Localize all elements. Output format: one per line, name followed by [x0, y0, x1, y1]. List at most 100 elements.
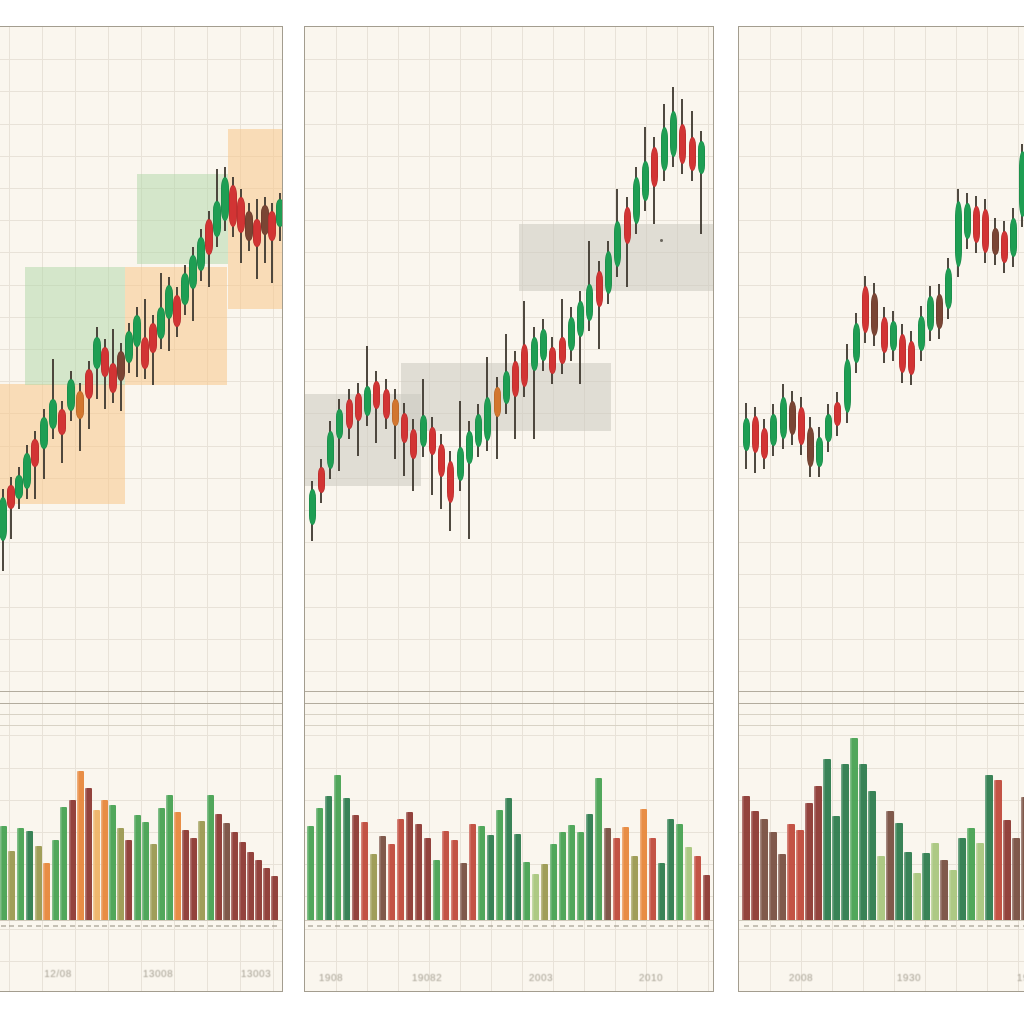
candle: [824, 414, 832, 442]
candle: [870, 293, 878, 336]
candle: [372, 381, 380, 409]
volume-tick-dash: [109, 925, 115, 927]
volume-tick-dash: [0, 925, 6, 927]
candle-wick: [431, 417, 433, 495]
candle: [133, 315, 141, 347]
gridline-horizontal: [305, 59, 713, 61]
candle: [907, 341, 915, 375]
volume-bar: [486, 835, 494, 920]
candle: [101, 347, 109, 377]
volume-bar: [351, 815, 359, 920]
candle: [797, 407, 805, 445]
gridline-horizontal: [739, 155, 1024, 157]
candle: [779, 397, 787, 439]
candle: [419, 415, 427, 447]
candle: [189, 255, 197, 289]
candle: [157, 307, 165, 339]
gridline-vertical: [240, 27, 241, 991]
volume-tick-dash: [914, 925, 920, 927]
x-axis-label: 1930: [896, 973, 922, 984]
gridline-horizontal: [305, 960, 713, 962]
candle: [558, 337, 566, 364]
section-divider-line: [739, 691, 1024, 692]
volume-tick-dash: [415, 925, 421, 927]
volume-bar: [787, 824, 795, 920]
candle: [502, 371, 510, 404]
candle: [117, 351, 125, 381]
candle: [49, 399, 57, 429]
candle: [650, 147, 658, 187]
candle: [1009, 218, 1017, 257]
volume-tick-dash: [325, 925, 331, 927]
volume-tick-dash: [905, 925, 911, 927]
volume-tick-dash: [271, 925, 277, 927]
gridline-horizontal: [739, 799, 1024, 801]
candle: [623, 207, 631, 244]
chart-panel-1: 12/08 13008 13003: [0, 26, 283, 992]
gridline-horizontal: [305, 477, 713, 479]
volume-bar: [621, 827, 629, 920]
volume-bar: [1021, 797, 1024, 920]
volume-tick-dash: [950, 925, 956, 927]
volume-bar: [25, 831, 33, 920]
volume-bar: [342, 798, 350, 920]
gridline-horizontal: [0, 542, 282, 544]
section-divider-line: [739, 714, 1024, 715]
volume-bar: [7, 851, 15, 920]
volume-bar: [886, 811, 894, 920]
gridline-horizontal: [739, 928, 1024, 930]
gridline-vertical: [75, 27, 76, 991]
section-divider-line: [0, 691, 282, 692]
candle: [530, 337, 538, 371]
volume-tick-dash: [255, 925, 261, 927]
volume-baseline: [305, 920, 713, 921]
candle: [149, 323, 157, 353]
gridline-vertical: [832, 27, 833, 991]
candle: [678, 124, 686, 164]
gridline-horizontal: [739, 59, 1024, 61]
candle: [308, 489, 316, 525]
candle: [428, 427, 436, 455]
candle: [345, 399, 353, 429]
volume-bar: [567, 825, 575, 920]
gridline-vertical: [708, 27, 709, 991]
volume-tick-dash: [433, 925, 439, 927]
volume-tick-dash: [8, 925, 14, 927]
candle: [409, 429, 417, 459]
gridline-horizontal: [739, 638, 1024, 640]
volume-bar: [133, 815, 141, 920]
volume-tick-dash: [239, 925, 245, 927]
volume-bar: [414, 824, 422, 920]
gridline-horizontal: [739, 671, 1024, 672]
volume-bar: [16, 828, 24, 920]
volume-bar: [0, 826, 7, 920]
volume-tick-dash: [932, 925, 938, 927]
gridline-horizontal: [739, 542, 1024, 544]
candle: [889, 321, 897, 351]
volume-bar: [222, 823, 230, 920]
volume-tick-dash: [986, 925, 992, 927]
volume-bar: [841, 764, 849, 920]
gridline-vertical: [956, 27, 957, 991]
volume-bar: [639, 809, 647, 920]
volume-bar: [315, 808, 323, 920]
volume-tick-dash: [352, 925, 358, 927]
volume-bar: [612, 838, 620, 920]
volume-bar: [657, 863, 665, 920]
volume-bar: [189, 838, 197, 920]
gridline-horizontal: [739, 735, 1024, 737]
volume-tick-dash: [174, 925, 180, 927]
candle: [67, 379, 75, 411]
gridline-horizontal: [305, 767, 713, 769]
volume-tick-dash: [833, 925, 839, 927]
candle: [742, 418, 750, 451]
volume-bar: [967, 828, 975, 920]
volume-tick-dash: [379, 925, 385, 927]
candle: [326, 431, 334, 469]
gridline-vertical: [336, 27, 337, 991]
candle: [76, 391, 84, 419]
volume-bar: [92, 810, 100, 920]
volume-tick-dash: [93, 925, 99, 927]
volume-bar: [702, 875, 710, 920]
